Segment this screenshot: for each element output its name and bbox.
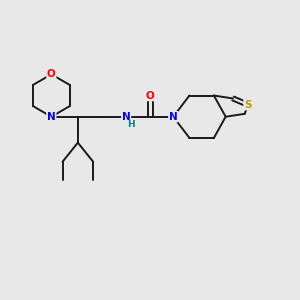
Text: O: O	[47, 69, 56, 79]
Text: O: O	[146, 91, 155, 100]
Text: N: N	[47, 112, 56, 122]
Text: N: N	[169, 112, 178, 122]
Text: H: H	[127, 120, 135, 129]
Text: S: S	[244, 100, 251, 110]
Text: N: N	[122, 112, 130, 122]
